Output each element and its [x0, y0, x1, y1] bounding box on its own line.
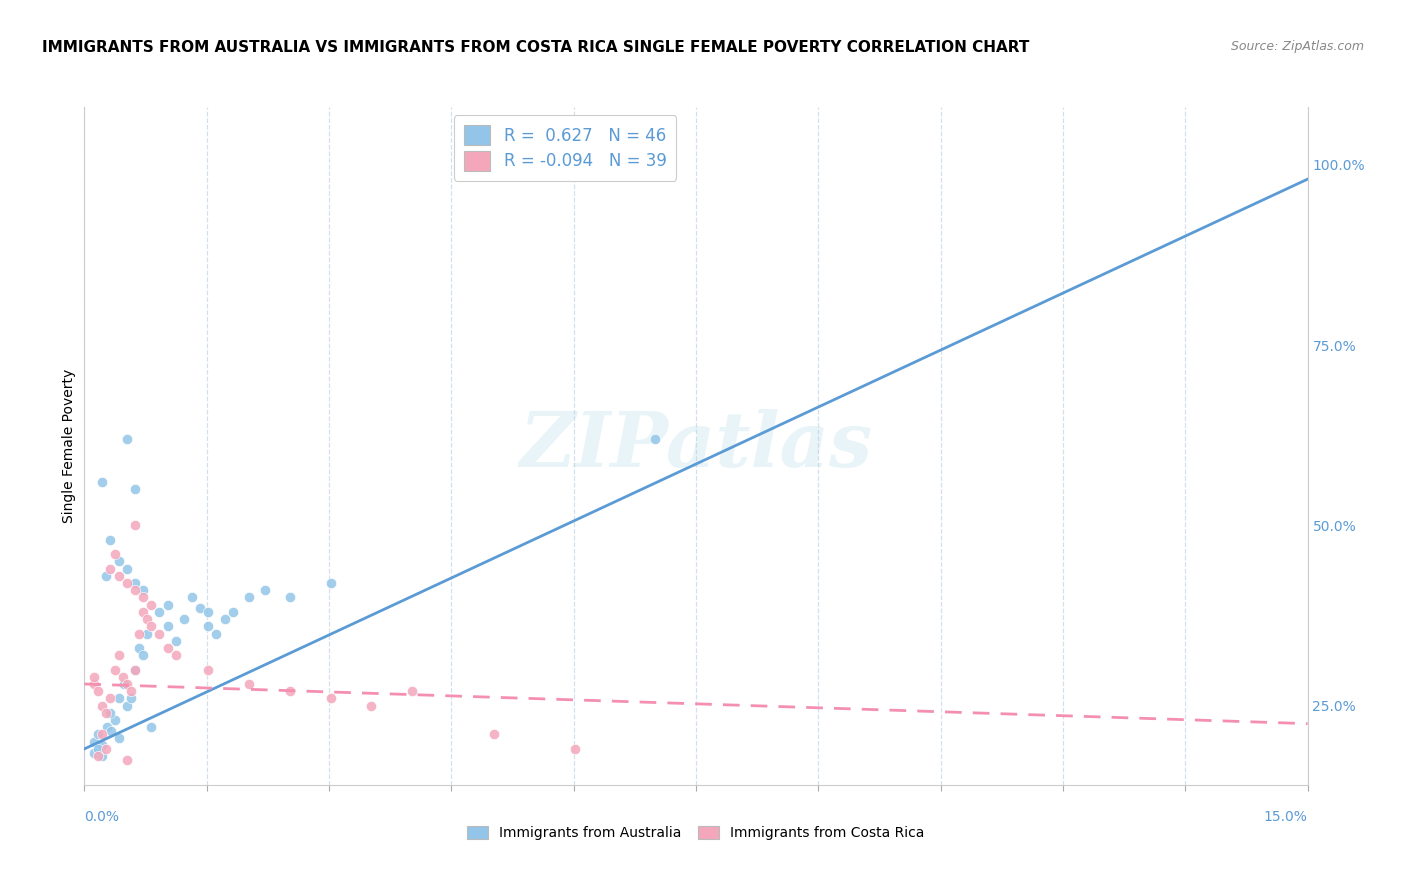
Point — [132, 605, 155, 619]
Point — [141, 720, 163, 734]
Point — [115, 561, 138, 575]
Point — [83, 670, 105, 684]
Point — [205, 626, 228, 640]
Point — [103, 547, 125, 561]
Point — [319, 691, 342, 706]
Point — [156, 598, 179, 612]
Point — [132, 583, 155, 598]
Point — [115, 432, 138, 446]
Point — [87, 727, 110, 741]
Point — [115, 698, 138, 713]
Point — [319, 576, 342, 591]
Point — [165, 648, 187, 662]
Point — [156, 640, 179, 655]
Point — [181, 591, 204, 605]
Point — [87, 742, 110, 756]
Point — [128, 640, 150, 655]
Point — [120, 684, 142, 698]
Point — [124, 518, 146, 533]
Point — [214, 612, 236, 626]
Point — [83, 734, 105, 748]
Point — [188, 601, 211, 615]
Point — [115, 753, 138, 767]
Point — [401, 684, 423, 698]
Point — [100, 691, 122, 706]
Point — [141, 598, 163, 612]
Point — [100, 561, 122, 575]
Point — [278, 684, 301, 698]
Point — [136, 626, 159, 640]
Point — [91, 727, 114, 741]
Point — [107, 554, 129, 568]
Point — [254, 583, 277, 598]
Point — [83, 746, 105, 760]
Point — [96, 706, 118, 720]
Point — [124, 576, 146, 591]
Point — [482, 727, 505, 741]
Point — [136, 612, 159, 626]
Point — [111, 670, 134, 684]
Point — [222, 605, 245, 619]
Point — [360, 698, 382, 713]
Point — [87, 749, 110, 764]
Text: Source: ZipAtlas.com: Source: ZipAtlas.com — [1230, 40, 1364, 54]
Point — [124, 583, 146, 598]
Point — [124, 663, 146, 677]
Point — [124, 483, 146, 497]
Point — [132, 648, 155, 662]
Point — [115, 576, 138, 591]
Point — [91, 749, 114, 764]
Point — [278, 591, 301, 605]
Point — [104, 713, 127, 727]
Point — [108, 731, 131, 745]
Point — [83, 677, 105, 691]
Point — [148, 605, 170, 619]
Y-axis label: Single Female Poverty: Single Female Poverty — [62, 369, 76, 523]
Point — [156, 619, 179, 633]
Point — [107, 691, 129, 706]
Point — [197, 663, 219, 677]
Point — [112, 677, 135, 691]
Point — [96, 720, 118, 734]
Point — [91, 739, 114, 753]
Point — [238, 677, 260, 691]
Point — [644, 432, 666, 446]
Point — [124, 663, 146, 677]
Point — [120, 691, 142, 706]
Point — [128, 626, 150, 640]
Legend: Immigrants from Australia, Immigrants from Costa Rica: Immigrants from Australia, Immigrants fr… — [461, 821, 931, 846]
Point — [197, 605, 219, 619]
Point — [148, 626, 170, 640]
Point — [91, 698, 114, 713]
Point — [103, 663, 125, 677]
Point — [165, 633, 187, 648]
Point — [132, 591, 155, 605]
Point — [107, 569, 129, 583]
Point — [100, 706, 122, 720]
Point — [87, 684, 110, 698]
Text: IMMIGRANTS FROM AUSTRALIA VS IMMIGRANTS FROM COSTA RICA SINGLE FEMALE POVERTY CO: IMMIGRANTS FROM AUSTRALIA VS IMMIGRANTS … — [42, 40, 1029, 55]
Point — [91, 475, 114, 489]
Point — [107, 648, 129, 662]
Point — [238, 591, 260, 605]
Point — [173, 612, 195, 626]
Point — [564, 742, 586, 756]
Point — [96, 569, 118, 583]
Point — [100, 533, 122, 547]
Point — [115, 677, 138, 691]
Point — [141, 619, 163, 633]
Text: 15.0%: 15.0% — [1264, 810, 1308, 824]
Point — [197, 619, 219, 633]
Point — [100, 723, 122, 738]
Text: ZIPatlas: ZIPatlas — [519, 409, 873, 483]
Text: 0.0%: 0.0% — [84, 810, 120, 824]
Point — [96, 742, 118, 756]
